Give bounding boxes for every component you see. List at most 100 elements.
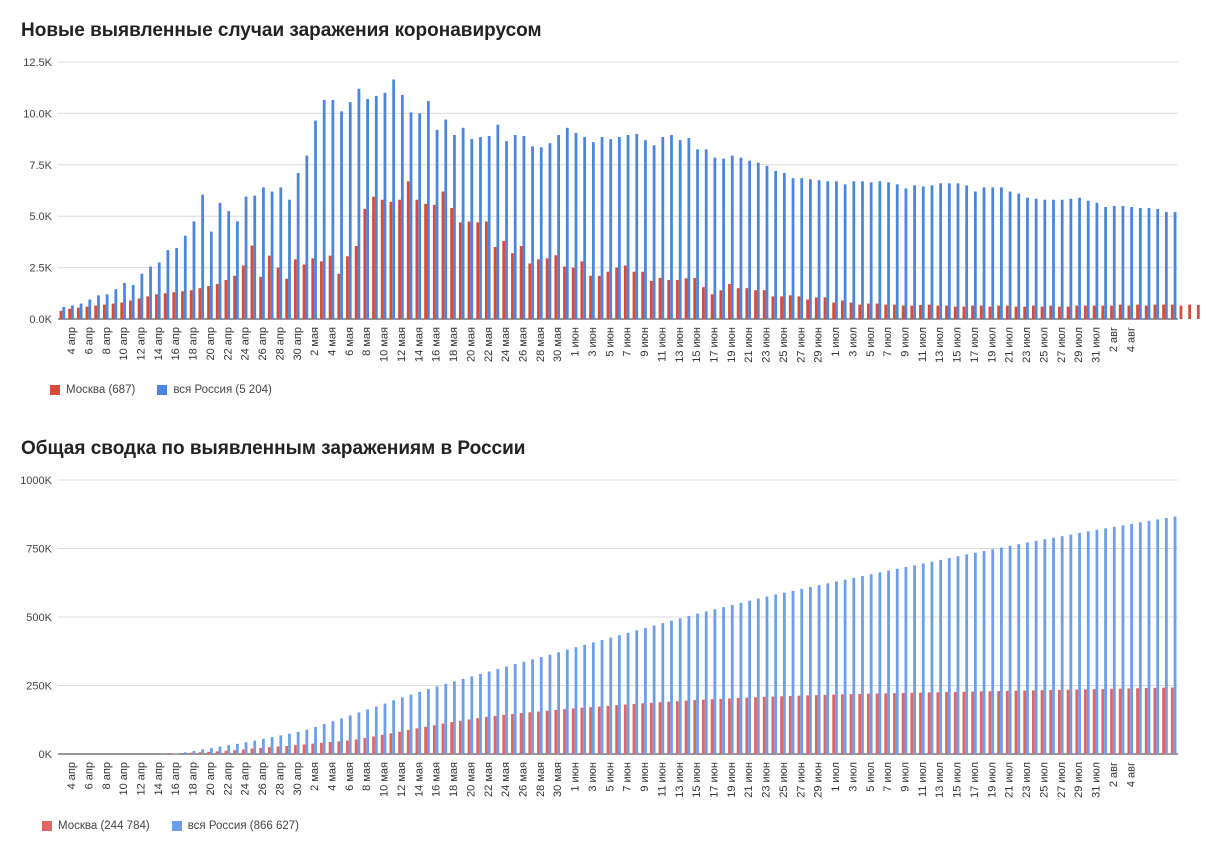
chart1-bar-moscow (207, 286, 210, 319)
chart2-bar-moscow (945, 692, 948, 754)
chart1-bar-russia (548, 143, 552, 319)
chart1-xtick-label: 13 июн (674, 327, 686, 363)
chart1-xtick-label: 27 июн (795, 327, 807, 363)
chart2-bar-russia (817, 585, 821, 754)
chart1-bar-moscow (528, 263, 532, 319)
chart2-bar-moscow (311, 743, 315, 754)
chart2-bar-russia (453, 681, 456, 754)
chart2-xtick-label: 22 мая (483, 762, 495, 797)
chart2-ytick-label: 250K (26, 681, 52, 693)
chart1-bar-russia (1147, 207, 1151, 319)
chart1-bar-russia (1078, 197, 1081, 319)
chart1-bar-moscow (597, 275, 601, 319)
chart2-bar-russia (696, 613, 699, 754)
chart1-bar-moscow (684, 278, 688, 319)
chart2-bar-russia (479, 673, 482, 754)
chart1-xtick-label: 1 июн (570, 327, 582, 357)
chart1-xtick-label: 24 мая (500, 327, 512, 362)
chart2-bar-russia (539, 657, 543, 754)
chart1-bar-russia (557, 134, 560, 319)
chart1-xtick-label: 4 апр (66, 327, 78, 354)
chart2-xtick-label: 3 июл (847, 762, 859, 792)
chart1-bar-russia (149, 266, 152, 319)
chart2-bar-moscow (1170, 687, 1174, 754)
chart1-xtick-label: 18 апр (188, 327, 200, 360)
chart2-bar-moscow (971, 691, 974, 754)
chart1-xtick-label: 15 июл (952, 327, 964, 363)
chart2-bar-russia (939, 559, 943, 754)
chart1-bar-moscow (797, 296, 801, 319)
chart1-bar-russia (157, 262, 161, 319)
chart2-bar-russia (192, 750, 196, 754)
chart1-legend-label-russia: вся Россия (5 204) (173, 384, 272, 396)
chart1-xtick-label: 12 мая (396, 327, 408, 362)
chart1-bar-moscow (467, 221, 471, 319)
chart1-legend-item-russia: вся Россия (5 204) (157, 384, 272, 396)
chart1-bar-russia (1173, 212, 1177, 319)
chart1-bar-moscow (1179, 305, 1183, 319)
chart1-xtick-label: 17 июл (969, 327, 981, 363)
chart1-bar-russia (392, 79, 396, 319)
chart1-xtick-label: 7 июл (882, 327, 894, 357)
chart1-xtick-label: 4 мая (326, 327, 338, 356)
chart2-bar-russia (1060, 536, 1064, 754)
chart2-xtick-label: 16 мая (431, 762, 443, 797)
chart1-bar-moscow (823, 297, 827, 319)
chart1-xtick-label: 4 авг (1125, 327, 1137, 352)
chart1-bar-russia (1086, 200, 1090, 319)
chart1-bar-russia (513, 134, 517, 319)
chart2-bar-moscow (884, 693, 888, 754)
chart2-bar-russia (496, 668, 500, 754)
chart2-xtick-label: 1 июл (830, 762, 842, 792)
chart1-xtick-label: 19 июн (726, 327, 738, 363)
chart2-bar-russia (218, 746, 222, 754)
chart1-bar-russia (661, 137, 665, 319)
chart2-bar-moscow (641, 703, 645, 754)
chart1-bar-russia (739, 157, 743, 319)
chart1-bar-russia (374, 95, 378, 319)
chart1-bar-russia (331, 100, 335, 319)
chart2-bar-russia (956, 556, 960, 754)
chart1-bar-moscow (719, 290, 723, 319)
chart1-bar-russia (444, 119, 448, 319)
chart1-bar-moscow (346, 256, 349, 319)
chart2-ytick-label: 750K (26, 544, 52, 556)
chart1-bar-moscow (76, 307, 80, 319)
chart2-xtick-label: 19 июл (986, 762, 998, 798)
chart1-bar-moscow (693, 277, 697, 319)
chart2-bar-moscow (285, 745, 289, 754)
chart1-bar-russia (201, 194, 205, 319)
chart2-bar-russia (782, 592, 786, 754)
chart2-bar-russia (1052, 537, 1055, 754)
chart1-bar-moscow (276, 267, 280, 319)
chart1-xtick-label: 30 апр (292, 327, 304, 360)
chart2-bar-russia (1112, 526, 1116, 754)
chart1-bar-russia (340, 111, 343, 319)
chart2-plot: 0K 250K 500K 750K 1000K 4 апр 6 апр 8 апр 10 апр… (20, 475, 1178, 798)
chart2-bar-moscow (901, 692, 905, 754)
chart1-xtick-label: 13 июл (934, 327, 946, 363)
chart1-bar-moscow (710, 294, 714, 319)
chart1-bar-moscow (554, 255, 558, 319)
chart1-bar-moscow (146, 296, 150, 319)
chart2-bar-russia (982, 551, 986, 754)
chart1-bar-moscow (953, 306, 957, 319)
chart2-bar-moscow (432, 725, 436, 754)
chart1-bar-russia (1069, 198, 1073, 319)
chart2-bar-russia (800, 588, 804, 754)
chart1-xtick-label: 9 июл (900, 327, 912, 357)
chart1-bar-moscow (1084, 305, 1087, 319)
chart2-bar-russia (869, 574, 873, 754)
chart1-bar-moscow (233, 275, 236, 319)
chart2-bar-russia (270, 737, 274, 754)
chart1-xtick-label: 1 июл (830, 327, 842, 357)
chart1-bar-russia (626, 134, 630, 319)
chart2-xtick-label: 6 мая (344, 762, 356, 791)
chart2-bar-moscow (849, 694, 853, 754)
chart1-bar-russia (782, 173, 786, 319)
chart1-bar-moscow (441, 191, 445, 319)
chart1-bar-russia (97, 295, 100, 319)
chart2-bar-moscow (997, 691, 1001, 754)
chart1-bar-moscow (224, 279, 228, 319)
chart1-bar-russia (1034, 198, 1038, 319)
